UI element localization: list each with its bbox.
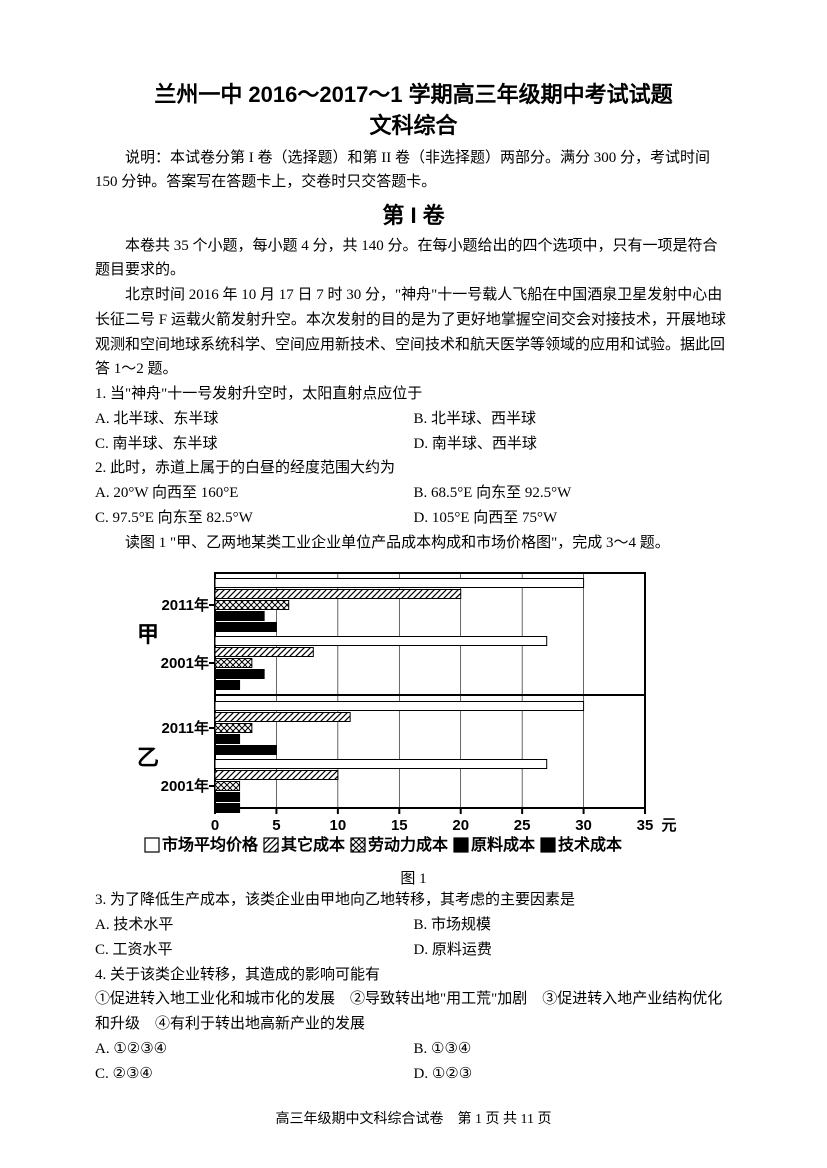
q4-opt-d: D. ①②③ [414,1062,733,1087]
question-2-text: 2. 此时，赤道上属于的白昼的经度范围大约为 [95,456,732,481]
q2-opt-c: C. 97.5°E 向东至 82.5°W [95,506,414,531]
svg-text:2011年: 2011年 [161,719,209,737]
q3-opt-c: C. 工资水平 [95,938,414,963]
q1-opt-b: B. 北半球、西半球 [414,407,733,432]
svg-text:2001年: 2001年 [161,654,209,672]
chart-intro: 读图 1 "甲、乙两地某类工业企业单位产品成本构成和市场价格图"，完成 3～4 … [95,531,732,556]
svg-text:乙: 乙 [137,745,159,770]
svg-text:15: 15 [391,817,408,834]
chart-caption: 图 1 [95,867,732,888]
svg-text:甲: 甲 [137,622,159,647]
question-4-statements: ①促进转入地工业化和城市化的发展 ②导致转出地"用工荒"加剧 ③促进转入地产业结… [95,987,732,1037]
q2-opt-a: A. 20°W 向西至 160°E [95,481,414,506]
question-4-options: A. ①②③④ B. ①③④ C. ②③④ D. ①②③ [95,1037,732,1087]
svg-text:5: 5 [272,817,280,834]
q2-opt-b: B. 68.5°E 向东至 92.5°W [414,481,733,506]
svg-text:20: 20 [452,817,469,834]
q3-opt-a: A. 技术水平 [95,913,414,938]
exam-instructions: 说明：本试卷分第 I 卷（选择题）和第 II 卷（非选择题）两部分。满分 300… [95,146,732,194]
exam-title-line1: 兰州一中 2016～2017～1 学期高三年级期中考试试题 [95,80,732,111]
svg-text:其它成本: 其它成本 [281,835,345,854]
question-4-text: 4. 关于该类企业转移，其造成的影响可能有 [95,963,732,988]
svg-text:35: 35 [637,817,654,834]
question-1-text: 1. 当"神舟"十一号发射升空时，太阳直射点应位于 [95,382,732,407]
cost-chart: 05101520253035元甲乙2011年2001年2011年2001年市场平… [125,563,732,863]
page-footer: 高三年级期中文科综合试卷 第 1 页 共 11 页 [0,1108,827,1128]
svg-text:2011年: 2011年 [161,596,209,614]
q4-opt-b: B. ①③④ [414,1037,733,1062]
svg-text:30: 30 [575,817,592,834]
q3-opt-d: D. 原料运费 [414,938,733,963]
question-3-text: 3. 为了降低生产成本，该类企业由甲地向乙地转移，其考虑的主要因素是 [95,888,732,913]
question-1-options: A. 北半球、东半球 B. 北半球、西半球 C. 南半球、东半球 D. 南半球、… [95,407,732,457]
question-2-options: A. 20°W 向西至 160°E B. 68.5°E 向东至 92.5°W C… [95,481,732,531]
chart-svg: 05101520253035元甲乙2011年2001年2011年2001年市场平… [125,563,695,863]
svg-text:元: 元 [661,817,676,834]
svg-text:劳动力成本: 劳动力成本 [368,835,448,854]
q1-opt-d: D. 南半球、西半球 [414,432,733,457]
q4-opt-a: A. ①②③④ [95,1037,414,1062]
q1-opt-a: A. 北半球、东半球 [95,407,414,432]
q1-opt-c: C. 南半球、东半球 [95,432,414,457]
svg-text:25: 25 [514,817,531,834]
q4-opt-c: C. ②③④ [95,1062,414,1087]
section-intro: 本卷共 35 个小题，每小题 4 分，共 140 分。在每小题给出的四个选项中，… [95,234,732,284]
svg-text:2001年: 2001年 [161,777,209,795]
question-3-options: A. 技术水平 B. 市场规模 C. 工资水平 D. 原料运费 [95,913,732,963]
q3-opt-b: B. 市场规模 [414,913,733,938]
q2-opt-d: D. 105°E 向西至 75°W [414,506,733,531]
context-paragraph-1: 北京时间 2016 年 10 月 17 日 7 时 30 分，"神舟"十一号载人… [95,283,732,382]
svg-text:技术成本: 技术成本 [558,835,622,854]
exam-title-line2: 文科综合 [95,111,732,142]
svg-text:10: 10 [330,817,347,834]
section-title: 第 I 卷 [95,198,732,230]
svg-text:原料成本: 原料成本 [471,835,535,854]
svg-text:市场平均价格: 市场平均价格 [162,835,259,854]
svg-text:0: 0 [211,817,219,834]
